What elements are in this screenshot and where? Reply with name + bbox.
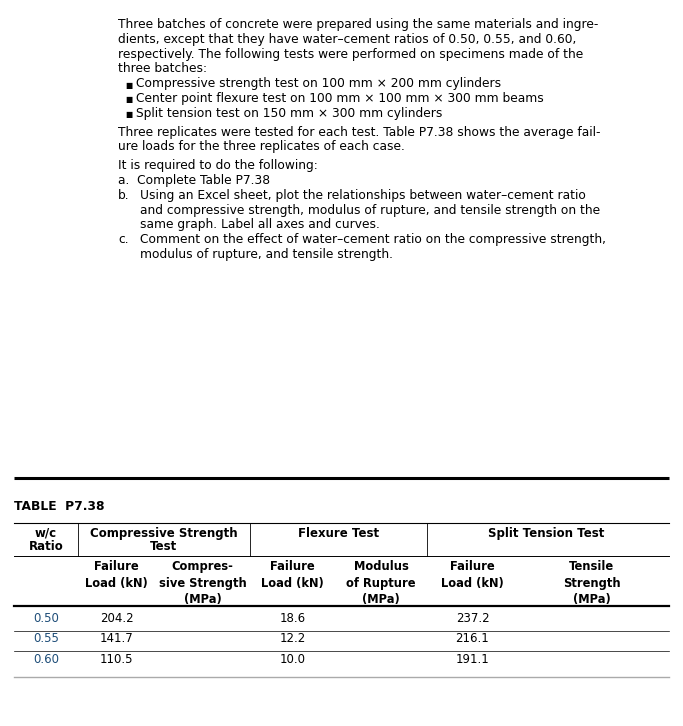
Text: 191.1: 191.1 xyxy=(456,653,490,666)
Text: Three batches of concrete were prepared using the same materials and ingre-: Three batches of concrete were prepared … xyxy=(118,18,598,31)
Text: dients, except that they have water–cement ratios of 0.50, 0.55, and 0.60,: dients, except that they have water–ceme… xyxy=(118,33,576,46)
Text: Tensile
Strength
(MPa): Tensile Strength (MPa) xyxy=(563,560,620,606)
Text: ■: ■ xyxy=(125,96,133,105)
Text: It is required to do the following:: It is required to do the following: xyxy=(118,159,318,172)
Text: ure loads for the three replicates of each case.: ure loads for the three replicates of ea… xyxy=(118,140,405,153)
Text: Center point flexure test on 100 mm × 100 mm × 300 mm beams: Center point flexure test on 100 mm × 10… xyxy=(136,92,544,105)
Text: ■: ■ xyxy=(125,81,133,90)
Text: Compressive Strength: Compressive Strength xyxy=(90,527,238,540)
Text: Compres-
sive Strength
(MPa): Compres- sive Strength (MPa) xyxy=(158,560,247,606)
Text: b.: b. xyxy=(118,189,130,202)
Text: 12.2: 12.2 xyxy=(279,632,305,645)
Text: Split Tension Test: Split Tension Test xyxy=(488,527,604,540)
Text: Comment on the effect of water–cement ratio on the compressive strength,: Comment on the effect of water–cement ra… xyxy=(140,233,606,246)
Text: 141.7: 141.7 xyxy=(100,632,133,645)
Text: 18.6: 18.6 xyxy=(279,612,305,625)
Text: 110.5: 110.5 xyxy=(100,653,133,666)
Text: same graph. Label all axes and curves.: same graph. Label all axes and curves. xyxy=(140,219,380,232)
Text: 10.0: 10.0 xyxy=(279,653,305,666)
Text: and compressive strength, modulus of rupture, and tensile strength on the: and compressive strength, modulus of rup… xyxy=(140,203,600,216)
Text: 216.1: 216.1 xyxy=(456,632,490,645)
Text: TABLE  P7.38: TABLE P7.38 xyxy=(14,500,104,513)
Text: 237.2: 237.2 xyxy=(456,612,489,625)
Text: ■: ■ xyxy=(125,110,133,119)
Text: three batches:: three batches: xyxy=(118,62,207,76)
Text: respectively. The following tests were performed on specimens made of the: respectively. The following tests were p… xyxy=(118,48,583,60)
Text: Three replicates were tested for each test. Table P7.38 shows the average fail-: Three replicates were tested for each te… xyxy=(118,126,600,139)
Text: 204.2: 204.2 xyxy=(100,612,133,625)
Text: 0.50: 0.50 xyxy=(33,612,59,625)
Text: Flexure Test: Flexure Test xyxy=(298,527,379,540)
Text: Failure
Load (kN): Failure Load (kN) xyxy=(441,560,504,590)
Text: Failure
Load (kN): Failure Load (kN) xyxy=(85,560,148,590)
Text: Split tension test on 150 mm × 300 mm cylinders: Split tension test on 150 mm × 300 mm cy… xyxy=(136,107,443,120)
Text: Modulus
of Rupture
(MPa): Modulus of Rupture (MPa) xyxy=(346,560,416,606)
Text: Test: Test xyxy=(150,540,178,553)
Text: w/c: w/c xyxy=(35,527,57,540)
Text: c.: c. xyxy=(118,233,128,246)
Text: Failure
Load (kN): Failure Load (kN) xyxy=(261,560,324,590)
Text: Using an Excel sheet, plot the relationships between water–cement ratio: Using an Excel sheet, plot the relations… xyxy=(140,189,586,202)
Text: 0.55: 0.55 xyxy=(33,632,59,645)
Text: modulus of rupture, and tensile strength.: modulus of rupture, and tensile strength… xyxy=(140,248,393,261)
Text: Compressive strength test on 100 mm × 200 mm cylinders: Compressive strength test on 100 mm × 20… xyxy=(136,77,501,90)
Text: a.  Complete Table P7.38: a. Complete Table P7.38 xyxy=(118,174,270,187)
Text: 0.60: 0.60 xyxy=(33,653,59,666)
Text: Ratio: Ratio xyxy=(29,540,64,553)
